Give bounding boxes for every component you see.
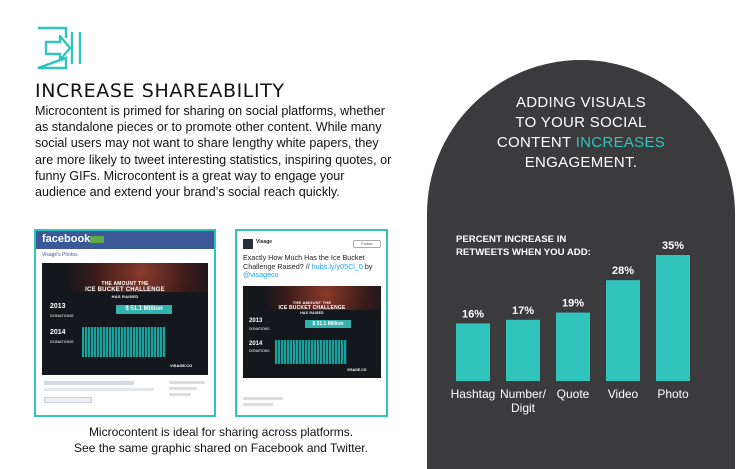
tweet-infographic-year-a: 2013 xyxy=(249,318,263,324)
body-paragraph: Microcontent is primed for sharing on so… xyxy=(35,104,392,200)
tweet-handle[interactable]: @visageco xyxy=(243,270,279,280)
arch-headline: ADDING VISUALS TO YOUR SOCIAL CONTENT IN… xyxy=(450,93,712,173)
screenshots-caption: Microcontent is ideal for sharing across… xyxy=(36,425,406,456)
arch-headline-line4: ENGAGEMENT. xyxy=(524,154,638,171)
tweet-infographic-donations-a: DONATIONS xyxy=(249,327,270,331)
section-heading: INCREASE SHAREABILITY xyxy=(35,80,285,102)
infographic-line1: THE AMOUNT THE xyxy=(101,281,149,287)
infographic-grid xyxy=(82,327,166,357)
infographic-brand: VISAGE.CO xyxy=(170,363,193,368)
twitter-follow-button[interactable]: Follow xyxy=(353,240,381,248)
infographic-donations-b: DONATIONS xyxy=(50,339,74,344)
arch-headline-line2: TO YOUR SOCIAL xyxy=(515,114,647,131)
tweet-infographic-line2: ICE BUCKET CHALLENGE xyxy=(278,305,346,311)
twitter-avatar xyxy=(243,239,253,249)
facebook-header-bar: facebook xyxy=(36,231,214,249)
share-arrow-icon xyxy=(37,26,82,70)
chart-title-line2: RETWEETS WHEN YOU ADD: xyxy=(456,247,591,258)
facebook-action-button[interactable] xyxy=(44,397,92,403)
tweet-infographic-donations-b: DONATIONS xyxy=(249,349,270,353)
tweet-infographic-line1: THE AMOUNT THE xyxy=(292,300,332,305)
infographic-donations-a: DONATIONS xyxy=(50,313,74,318)
twitter-post-screenshot: Visage Follow Exactly How Much Has the I… xyxy=(235,229,388,417)
tweet-link[interactable]: hubs.ly/y05Cl_0 xyxy=(311,261,363,271)
infographic-year-a: 2013 xyxy=(50,303,66,310)
infographic-amount: $ 51.1 Million xyxy=(116,305,172,314)
facebook-logo: facebook xyxy=(42,233,91,245)
twitter-account-name: Visage xyxy=(256,239,273,245)
arch-headline-line3: CONTENT INCREASES xyxy=(496,134,666,151)
tweet-infographic-amount: $ 51.1 Million xyxy=(305,320,351,328)
tweet-text: Exactly How Much Has the Ice Bucket Chal… xyxy=(243,253,373,280)
tweet-infographic-line3: HAS RAISED xyxy=(300,311,324,315)
headline-highlight: INCREASES xyxy=(575,134,666,151)
chart-title-line1: PERCENT INCREASE IN xyxy=(456,234,567,245)
facebook-post-screenshot: facebook Visage's Photos THE AMOUNT THE … xyxy=(34,229,216,417)
tweet-infographic-grid xyxy=(275,340,347,364)
ice-bucket-infographic-tweet: THE AMOUNT THE ICE BUCKET CHALLENGE HAS … xyxy=(243,286,381,378)
ice-bucket-infographic: THE AMOUNT THE ICE BUCKET CHALLENGE HAS … xyxy=(42,263,208,375)
tweet-footer-meta xyxy=(243,397,283,406)
chart-title: PERCENT INCREASE IN RETWEETS WHEN YOU AD… xyxy=(456,233,626,259)
tweet-infographic-year-b: 2014 xyxy=(249,341,263,347)
infographic-line3: HAS RAISED xyxy=(111,294,139,299)
facebook-signup-badge xyxy=(90,236,104,243)
arch-headline-line1: ADDING VISUALS xyxy=(515,94,647,111)
facebook-page-label: Visage's Photos xyxy=(42,252,78,258)
caption-line-1: Microcontent is ideal for sharing across… xyxy=(88,425,354,439)
facebook-post-meta xyxy=(44,381,164,391)
caption-line-2: See the same graphic shared on Facebook … xyxy=(74,440,368,455)
tweet-infographic-brand: VISAGE.CO xyxy=(347,368,367,372)
infographic-year-b: 2014 xyxy=(50,329,66,336)
facebook-side-meta xyxy=(169,381,205,396)
infographic-line2: ICE BUCKET CHALLENGE xyxy=(85,287,165,293)
